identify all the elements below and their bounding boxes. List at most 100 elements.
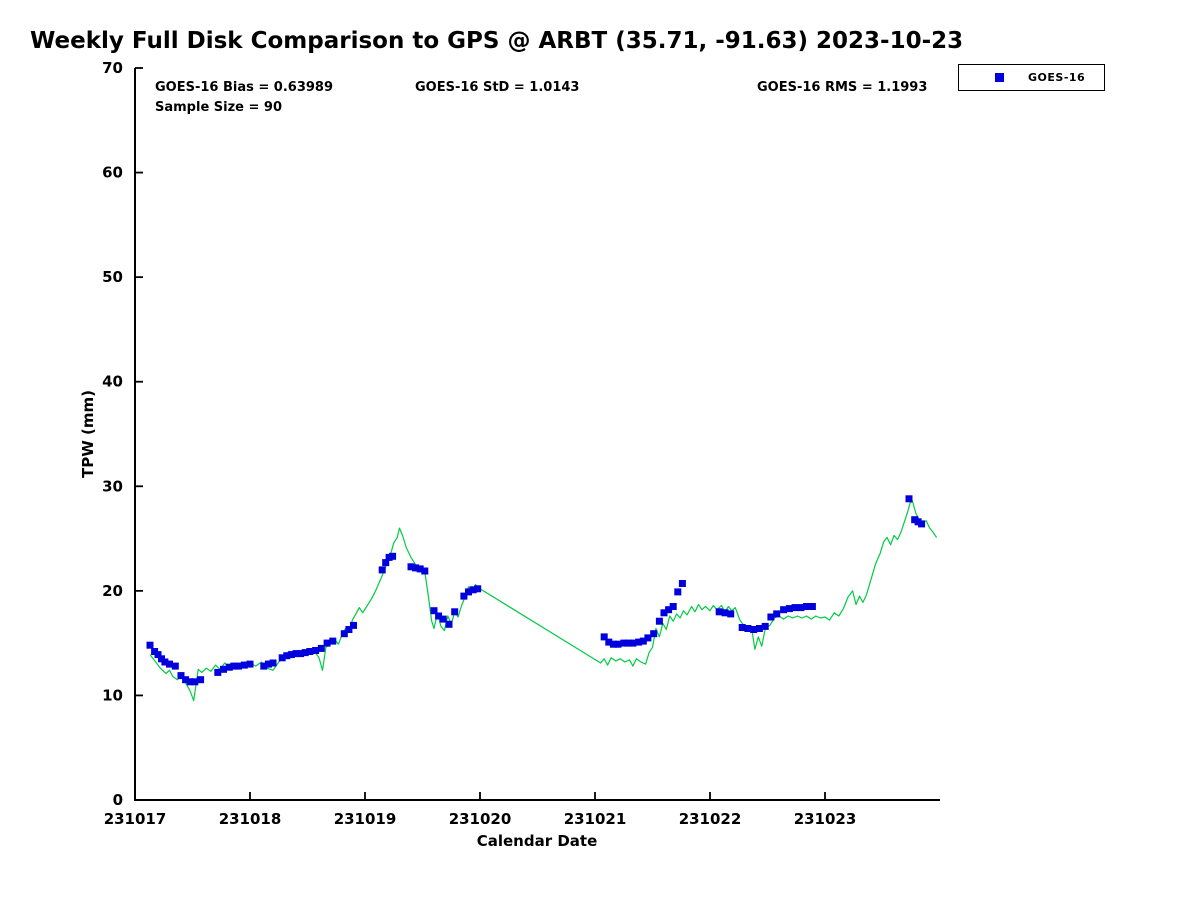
goes16-data-marker <box>761 622 769 630</box>
goes16-data-marker <box>773 610 781 618</box>
x-tick-label: 231018 <box>219 810 282 828</box>
chart-title: Weekly Full Disk Comparison to GPS @ ARB… <box>30 28 964 54</box>
goes16-data-marker <box>412 564 420 572</box>
goes16-data-marker <box>329 637 337 645</box>
goes16-data-marker <box>317 644 325 652</box>
goes16-data-marker <box>246 660 254 668</box>
goes16-data-marker <box>260 662 268 670</box>
goes16-data-marker <box>350 621 357 629</box>
goes16-data-marker <box>665 606 673 614</box>
goes16-data-marker <box>235 662 242 670</box>
goes16-marker-series <box>146 495 926 686</box>
goes16-data-marker <box>780 606 788 614</box>
goes16-data-marker <box>407 563 415 571</box>
goes16-data-marker <box>225 663 233 671</box>
y-tick-label: 50 <box>102 268 123 286</box>
x-tick-label: 231020 <box>449 810 512 828</box>
goes16-data-marker <box>269 659 277 667</box>
goes16-data-marker <box>439 615 447 623</box>
goes16-data-marker <box>312 647 320 654</box>
x-tick-label: 231022 <box>679 810 742 828</box>
goes16-data-marker <box>469 586 477 594</box>
axes <box>134 68 940 801</box>
goes16-data-marker <box>292 650 300 658</box>
legend: GOES-16 <box>958 64 1105 91</box>
goes16-data-marker <box>721 609 729 617</box>
x-tick-label: 231023 <box>794 810 857 828</box>
goes16-data-marker <box>197 676 205 684</box>
goes16-data-marker <box>378 566 386 574</box>
goes16-data-marker <box>660 609 668 617</box>
goes16-data-marker <box>600 633 608 641</box>
goes16-data-marker <box>191 678 199 686</box>
goes16-data-marker <box>905 495 913 503</box>
goes16-data-marker <box>678 580 686 587</box>
y-tick-label: 70 <box>102 59 123 77</box>
goes16-data-marker <box>785 605 793 613</box>
annotation-std: GOES-16 StD = 1.0143 <box>415 80 580 95</box>
goes16-data-marker <box>220 665 227 673</box>
goes16-data-marker <box>161 658 169 666</box>
goes16-data-marker <box>306 648 314 655</box>
goes16-data-marker <box>744 625 752 632</box>
goes16-data-marker <box>430 607 438 615</box>
goes16-data-marker <box>389 552 397 560</box>
y-tick-label: 40 <box>102 373 123 391</box>
goes16-data-marker <box>629 639 637 647</box>
goes16-data-marker <box>182 676 190 684</box>
legend-marker-square-icon <box>995 73 1004 82</box>
goes16-data-marker <box>639 637 647 645</box>
goes16-data-marker <box>230 662 238 670</box>
goes16-data-marker <box>345 626 353 633</box>
goes16-data-marker <box>918 520 926 528</box>
y-tick-label: 60 <box>102 164 123 182</box>
goes16-data-marker <box>323 639 331 647</box>
goes16-data-marker <box>614 640 622 648</box>
goes16-data-marker <box>186 678 194 686</box>
y-axis-ticks: 0 10 20 30 40 50 60 70 <box>102 59 143 809</box>
goes16-data-marker <box>605 638 613 646</box>
goes16-data-marker <box>808 603 816 610</box>
y-tick-label: 10 <box>102 686 123 704</box>
goes16-data-marker <box>750 626 758 633</box>
goes16-data-marker <box>674 588 682 596</box>
y-tick-label: 0 <box>113 791 123 809</box>
annotation-sample-size: Sample Size = 90 <box>155 100 283 115</box>
goes16-data-marker <box>171 662 179 670</box>
goes16-data-marker <box>609 640 617 648</box>
goes16-data-marker <box>465 588 472 596</box>
goes16-data-marker <box>715 608 723 616</box>
goes16-data-marker <box>214 668 222 676</box>
goes16-data-marker <box>283 652 291 660</box>
goes16-data-marker <box>297 650 305 658</box>
annotation-rms: GOES-16 RMS = 1.1993 <box>757 80 928 95</box>
goes16-data-marker <box>460 592 468 600</box>
x-tick-label: 231017 <box>104 810 167 828</box>
goes16-data-marker <box>177 672 185 680</box>
goes16-data-marker <box>797 604 805 612</box>
goes16-data-marker <box>644 634 652 642</box>
goes16-data-marker <box>727 610 735 618</box>
goes16-data-marker <box>624 639 632 647</box>
goes16-data-marker <box>287 651 295 659</box>
goes16-data-marker <box>146 641 154 649</box>
goes16-data-marker <box>669 603 677 610</box>
goes16-data-marker <box>791 604 799 612</box>
goes16-data-marker <box>650 630 658 638</box>
goes16-data-marker <box>755 625 763 632</box>
goes16-data-marker <box>451 608 459 616</box>
goes16-data-marker <box>264 660 272 668</box>
goes16-data-marker <box>166 660 173 668</box>
legend-label: GOES-16 <box>1028 71 1086 84</box>
goes16-data-marker <box>240 661 248 669</box>
goes16-data-marker <box>474 585 482 593</box>
goes16-data-marker <box>301 649 309 657</box>
annotation-bias: GOES-16 Bias = 0.63989 <box>155 80 334 95</box>
goes16-data-marker <box>767 613 775 621</box>
goes16-data-marker <box>655 617 663 625</box>
goes16-data-marker <box>445 620 453 628</box>
goes16-data-marker <box>154 651 162 659</box>
goes16-data-marker <box>382 559 390 567</box>
